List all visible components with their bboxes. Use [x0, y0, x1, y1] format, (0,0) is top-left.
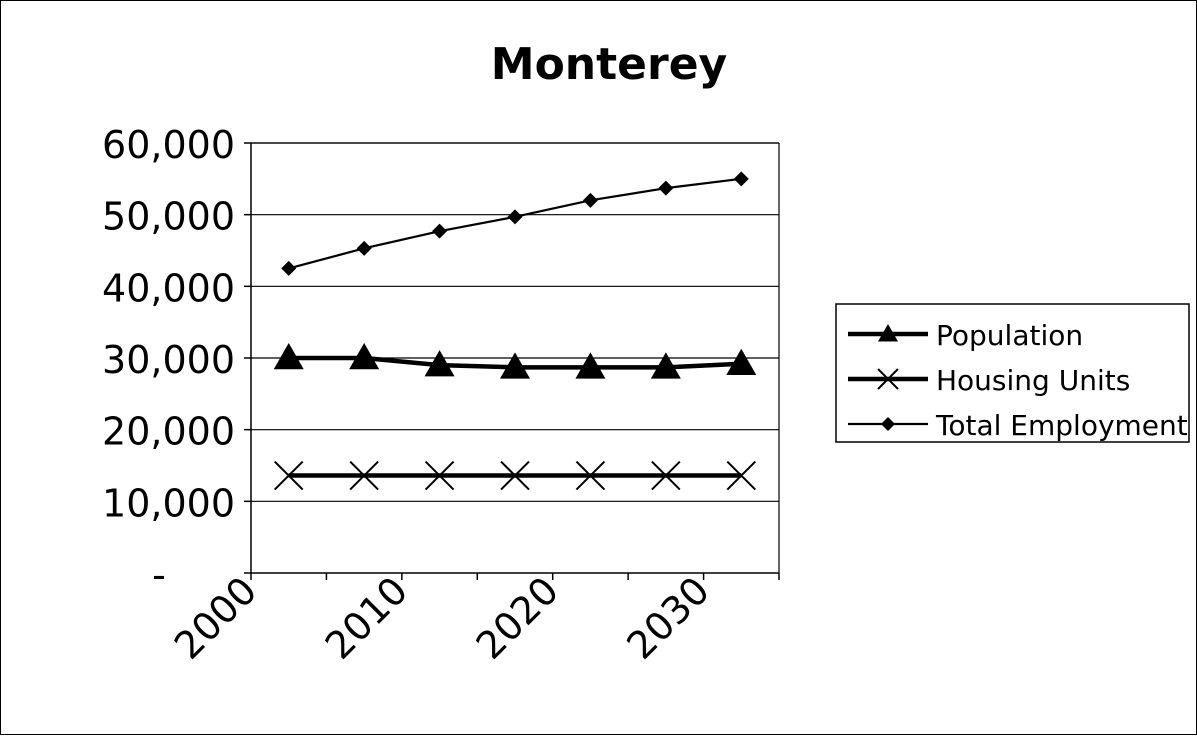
data-point — [651, 460, 681, 491]
data-point — [726, 460, 756, 491]
x-tick-label: 2000 — [166, 568, 266, 668]
data-point — [500, 460, 530, 491]
data-point — [575, 460, 606, 491]
legend-entry: Population — [848, 319, 1083, 352]
legend-label: Housing Units — [936, 364, 1130, 397]
y-tick-label: 30,000 — [102, 338, 235, 382]
data-point — [349, 343, 380, 370]
data-point — [424, 460, 455, 491]
data-point — [650, 352, 681, 379]
legend-entry: Total Employment — [848, 409, 1188, 442]
y-tick-label: 40,000 — [102, 266, 235, 310]
grid-lines — [251, 142, 779, 502]
legend-entry: Housing Units — [848, 364, 1130, 397]
data-point — [500, 352, 530, 379]
axes: - 10,000 20,000 30,000 40,000 50,000 60,000 200… — [102, 123, 780, 668]
y-tick-label: 10,000 — [102, 481, 235, 525]
data-point — [281, 260, 297, 276]
series-housing-units — [274, 460, 756, 491]
series-population — [273, 343, 757, 379]
data-point — [507, 209, 523, 225]
legend-marker — [881, 417, 895, 431]
legend-label: Population — [936, 319, 1083, 352]
data-point — [273, 343, 304, 370]
data-point — [424, 350, 455, 377]
data-point — [432, 223, 448, 239]
x-tick-label: 2030 — [618, 568, 718, 668]
series-total-employment — [281, 171, 749, 276]
x-tick-label: 2010 — [317, 568, 417, 668]
legend-marker — [877, 368, 899, 390]
data-point — [726, 348, 757, 375]
y-tick-label: - — [152, 553, 166, 597]
data-point — [349, 460, 379, 491]
data-point — [575, 352, 606, 379]
legend: Population Housing Units Total Employment — [835, 303, 1190, 443]
legend-marker — [878, 324, 898, 342]
legend-label: Total Employment — [935, 409, 1188, 442]
data-point — [658, 180, 674, 196]
series-layer — [273, 171, 757, 491]
y-tick-label: 20,000 — [102, 410, 235, 454]
data-point — [582, 192, 598, 208]
chart-title: Monterey — [491, 39, 727, 90]
data-point — [356, 240, 372, 256]
y-tick-label: 50,000 — [102, 195, 235, 239]
x-tick-label: 2020 — [468, 568, 568, 668]
y-tick-label: 60,000 — [102, 123, 235, 167]
data-point — [733, 171, 749, 187]
data-point — [274, 460, 304, 491]
